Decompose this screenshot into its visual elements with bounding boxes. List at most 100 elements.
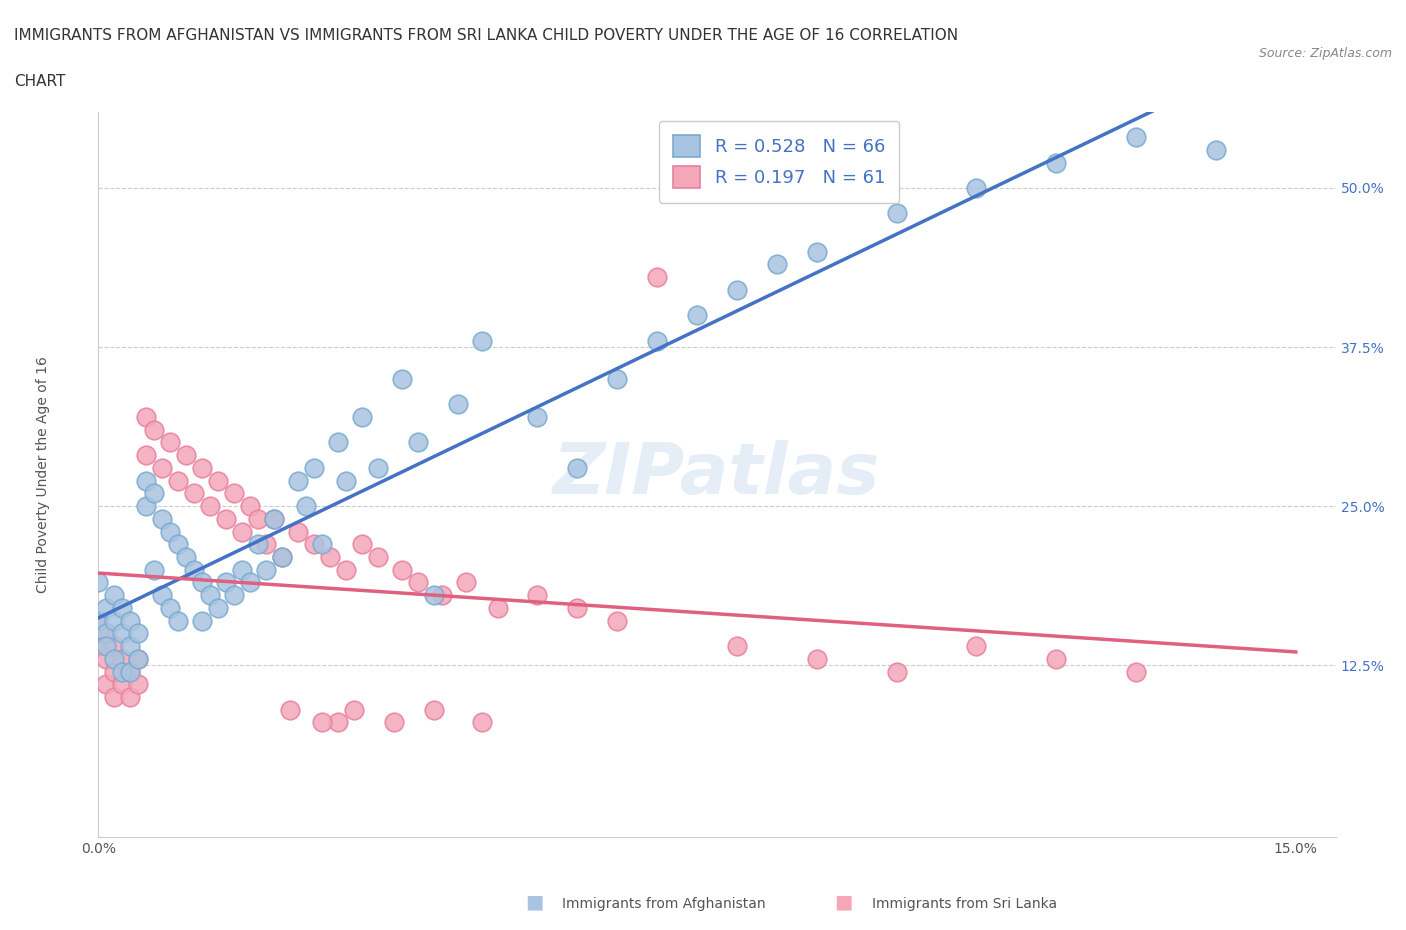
- Point: [135, 447, 157, 462]
- Point: [150, 512, 173, 526]
- Point: [302, 460, 325, 475]
- Legend: R = 0.528   N = 66, R = 0.197   N = 61: R = 0.528 N = 66, R = 0.197 N = 61: [658, 121, 900, 203]
- Point: [606, 371, 628, 386]
- Point: [135, 498, 157, 513]
- Point: [96, 639, 118, 654]
- Point: [198, 498, 221, 513]
- Point: [96, 626, 118, 641]
- Point: [302, 537, 325, 551]
- Point: [966, 639, 988, 654]
- Point: [215, 575, 238, 590]
- Point: [454, 575, 477, 590]
- Point: [174, 550, 197, 565]
- Point: [207, 473, 229, 488]
- Text: Source: ZipAtlas.com: Source: ZipAtlas.com: [1258, 46, 1392, 60]
- Point: [247, 512, 270, 526]
- Point: [1045, 651, 1067, 666]
- Point: [1045, 155, 1067, 170]
- Point: [96, 626, 118, 641]
- Point: [183, 563, 205, 578]
- Point: [87, 613, 110, 628]
- Point: [231, 525, 253, 539]
- Point: [150, 460, 173, 475]
- Point: [111, 664, 134, 679]
- Point: [239, 575, 262, 590]
- Point: [87, 613, 110, 628]
- Point: [406, 435, 429, 450]
- Point: [103, 613, 125, 628]
- Point: [422, 702, 444, 717]
- Point: [1205, 142, 1227, 157]
- Point: [367, 460, 389, 475]
- Text: ZIPatlas: ZIPatlas: [554, 440, 880, 509]
- Point: [198, 588, 221, 603]
- Point: [120, 639, 142, 654]
- Point: [254, 563, 277, 578]
- Point: [167, 537, 190, 551]
- Point: [127, 651, 149, 666]
- Point: [278, 702, 301, 717]
- Text: Immigrants from Afghanistan: Immigrants from Afghanistan: [562, 897, 766, 911]
- Point: [111, 677, 134, 692]
- Point: [111, 601, 134, 616]
- Point: [1125, 129, 1147, 144]
- Point: [406, 575, 429, 590]
- Point: [150, 588, 173, 603]
- Point: [335, 473, 357, 488]
- Point: [567, 460, 589, 475]
- Point: [645, 270, 668, 285]
- Point: [271, 550, 294, 565]
- Point: [382, 715, 405, 730]
- Point: [224, 486, 246, 501]
- Point: [207, 601, 229, 616]
- Point: [120, 664, 142, 679]
- Point: [111, 651, 134, 666]
- Point: [263, 512, 285, 526]
- Point: [103, 588, 125, 603]
- Point: [725, 639, 748, 654]
- Point: [319, 550, 342, 565]
- Point: [127, 651, 149, 666]
- Point: [127, 626, 149, 641]
- Point: [725, 283, 748, 298]
- Point: [446, 397, 468, 412]
- Point: [326, 435, 349, 450]
- Point: [159, 525, 181, 539]
- Y-axis label: Child Poverty Under the Age of 16: Child Poverty Under the Age of 16: [35, 356, 49, 592]
- Point: [120, 689, 142, 704]
- Point: [686, 308, 709, 323]
- Point: [231, 563, 253, 578]
- Point: [143, 486, 166, 501]
- Text: Immigrants from Sri Lanka: Immigrants from Sri Lanka: [872, 897, 1057, 911]
- Point: [239, 498, 262, 513]
- Point: [254, 537, 277, 551]
- Point: [87, 639, 110, 654]
- Text: ■: ■: [524, 893, 544, 911]
- Point: [96, 601, 118, 616]
- Point: [287, 473, 309, 488]
- Text: CHART: CHART: [14, 74, 66, 89]
- Point: [120, 664, 142, 679]
- Point: [422, 588, 444, 603]
- Point: [966, 180, 988, 195]
- Point: [167, 473, 190, 488]
- Point: [191, 613, 214, 628]
- Point: [471, 333, 494, 348]
- Point: [806, 651, 828, 666]
- Point: [886, 664, 908, 679]
- Point: [191, 460, 214, 475]
- Point: [159, 435, 181, 450]
- Point: [287, 525, 309, 539]
- Point: [311, 537, 333, 551]
- Point: [143, 563, 166, 578]
- Point: [103, 664, 125, 679]
- Point: [766, 257, 789, 272]
- Point: [645, 333, 668, 348]
- Point: [103, 689, 125, 704]
- Point: [567, 601, 589, 616]
- Point: [806, 245, 828, 259]
- Point: [1125, 664, 1147, 679]
- Point: [295, 498, 318, 513]
- Point: [343, 702, 366, 717]
- Point: [224, 588, 246, 603]
